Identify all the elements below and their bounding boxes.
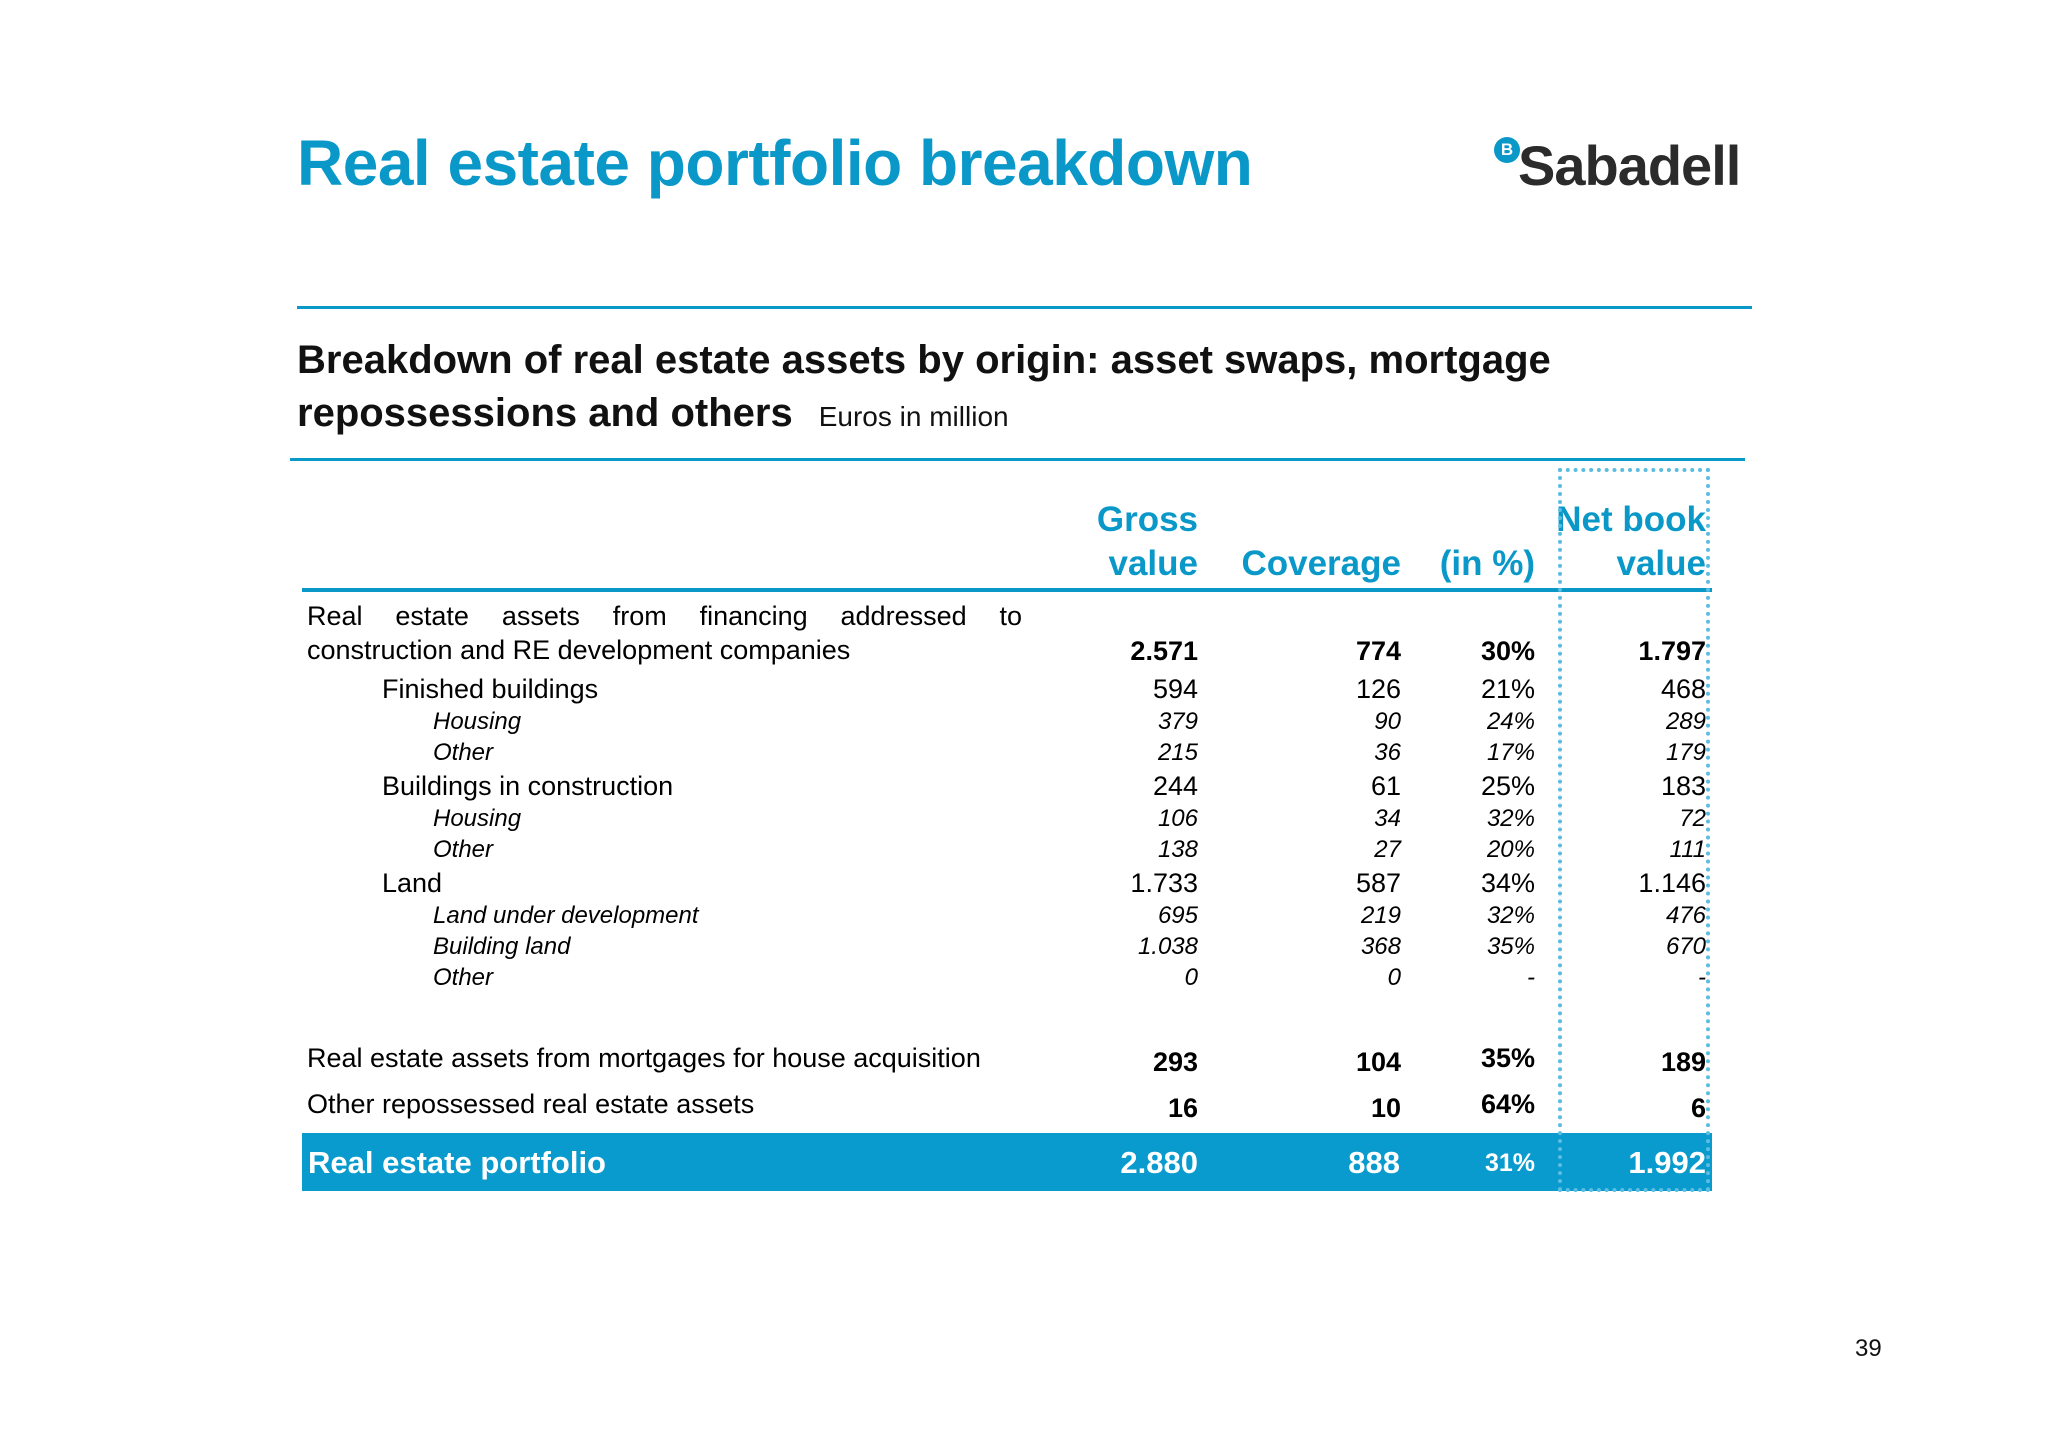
cell-percent: 25% — [1480, 771, 1535, 801]
cell-label: Finished buildings — [382, 674, 599, 704]
cell-net: 6 — [1690, 1093, 1706, 1123]
cell-coverage: 0 — [1387, 964, 1401, 991]
total-coverage: 888 — [1348, 1145, 1400, 1180]
cell-gross: 293 — [1152, 1047, 1198, 1077]
cell-gross: 695 — [1157, 902, 1198, 929]
cell-gross: 0 — [1184, 964, 1198, 991]
cell-coverage: 774 — [1355, 636, 1401, 666]
subtitle-line-2-text: repossessions and others — [297, 391, 793, 435]
total-gross: 2.880 — [1120, 1145, 1198, 1180]
cell-coverage: 587 — [1355, 868, 1401, 898]
cell-gross: 1.733 — [1130, 868, 1198, 898]
table-subtitle: Breakdown of real estate assets by origi… — [297, 334, 1727, 443]
cell-gross: 244 — [1152, 771, 1198, 801]
cell-gross: 1.038 — [1137, 933, 1198, 960]
cell-coverage: 10 — [1370, 1093, 1401, 1123]
cell-percent: 32% — [1486, 805, 1535, 832]
subtitle-line-1: Breakdown of real estate assets by origi… — [297, 338, 1551, 382]
cell-net: 183 — [1660, 771, 1706, 801]
cell-percent: 21% — [1480, 674, 1535, 704]
cell-coverage: 34 — [1374, 805, 1401, 832]
cell-net: 111 — [1669, 836, 1706, 863]
cell-label: Building land — [433, 933, 571, 960]
subtitle-top-rule — [297, 306, 1752, 309]
slide-title: Real estate portfolio breakdown — [297, 127, 1253, 199]
cell-percent: 34% — [1480, 868, 1535, 898]
cell-net: 189 — [1660, 1047, 1706, 1077]
cell-net: 468 — [1660, 674, 1706, 704]
cell-net: 1.146 — [1638, 868, 1706, 898]
cell-label: Land under development — [433, 902, 699, 929]
cell-gross: 215 — [1157, 739, 1198, 766]
cell-net: 476 — [1665, 902, 1706, 929]
header-gross-line-1: Gross — [1096, 500, 1198, 539]
cell-percent: - — [1527, 964, 1535, 991]
total-net: 1.992 — [1628, 1145, 1706, 1180]
cell-percent: 32% — [1486, 902, 1535, 929]
cell-label: Other — [433, 836, 494, 863]
total-percent: 31% — [1484, 1149, 1535, 1177]
header-net-book-value: Net book value — [1556, 498, 1706, 586]
cell-net: 179 — [1665, 739, 1706, 766]
total-row: Real estate portfolio 2.880 888 31% 1.99… — [302, 1133, 1712, 1191]
cell-percent: 24% — [1486, 708, 1535, 735]
header-rule — [302, 588, 1712, 592]
cell-percent: 30% — [1480, 636, 1535, 666]
cell-percent: 35% — [1480, 1043, 1535, 1073]
cell-gross: 138 — [1157, 836, 1198, 863]
cell-percent: 17% — [1486, 739, 1535, 766]
subtitle-bottom-rule — [290, 458, 1745, 461]
row-label-construction-financing: Real estate assets from financing addres… — [307, 601, 1022, 665]
cell-gross: 594 — [1152, 674, 1198, 704]
cell-label: Other repossessed real estate assets — [307, 1089, 755, 1119]
cell-label: Buildings in construction — [382, 771, 674, 801]
cell-gross: 106 — [1157, 805, 1198, 832]
cell-gross: 379 — [1157, 708, 1198, 735]
cell-coverage: 368 — [1360, 933, 1401, 960]
cell-net: 289 — [1665, 708, 1706, 735]
cell-coverage: 219 — [1360, 902, 1401, 929]
cell-coverage: 126 — [1355, 674, 1401, 704]
cell-net: - — [1698, 964, 1706, 991]
cell-label: Other — [433, 739, 494, 766]
cell-label: Real estate assets from mortgages for ho… — [307, 1043, 981, 1073]
header-gross-line-2: value — [1108, 544, 1199, 583]
cell-net: 72 — [1679, 805, 1706, 832]
cell-label: Other — [433, 964, 494, 991]
cell-percent: 35% — [1486, 933, 1535, 960]
logo-mark-icon: B — [1494, 137, 1520, 163]
cell-percent: 20% — [1486, 836, 1535, 863]
header-coverage: Coverage — [1241, 544, 1401, 583]
cell-label: Housing — [433, 805, 522, 832]
unit-note: Euros in million — [818, 401, 1009, 432]
net-book-value-highlight — [1558, 468, 1710, 1192]
header-net-line-1: Net book — [1556, 500, 1706, 539]
header-net-line-2: value — [1616, 544, 1707, 583]
cell-coverage: 104 — [1355, 1047, 1401, 1077]
header-percent: (in %) — [1439, 544, 1535, 583]
cell-net: 1.797 — [1638, 636, 1706, 666]
cell-percent: 64% — [1480, 1089, 1535, 1119]
cell-gross: 16 — [1167, 1093, 1198, 1123]
logo-text: Sabadell — [1518, 134, 1741, 197]
cell-label: Land — [382, 868, 443, 898]
cell-net: 670 — [1665, 933, 1706, 960]
cell-coverage: 36 — [1374, 739, 1401, 766]
total-label: Real estate portfolio — [308, 1145, 606, 1180]
page-number: 39 — [1855, 1335, 1882, 1362]
header-gross-value: Gross value — [1097, 498, 1198, 586]
cell-coverage: 61 — [1370, 771, 1401, 801]
cell-gross: 2.571 — [1130, 636, 1198, 666]
cell-coverage: 27 — [1374, 836, 1401, 863]
subtitle-line-2: repossessions and others Euros in million — [297, 387, 1727, 443]
cell-coverage: 90 — [1374, 708, 1401, 735]
cell-label: Housing — [433, 708, 522, 735]
